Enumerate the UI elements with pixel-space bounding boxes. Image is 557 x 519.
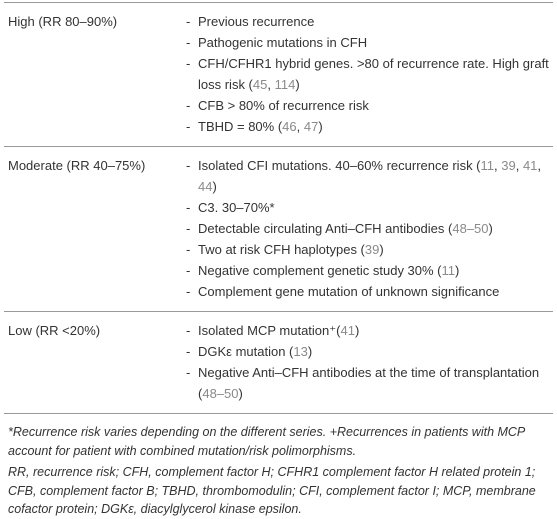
criterion: CFB > 80% of recurrence risk <box>186 95 549 116</box>
criterion-text: Pathogenic mutations in CFH <box>198 35 368 50</box>
criteria-list: Isolated MCP mutation⁺(41)DGKε mutation … <box>186 320 549 404</box>
risk-table: High (RR 80–90%) Previous recurrence Patho… <box>4 2 553 414</box>
citation: 48–50 <box>452 221 489 236</box>
citation: 11 <box>441 263 456 278</box>
criterion-text: ) <box>212 179 217 194</box>
criterion: Pathogenic mutations in CFH <box>186 32 549 53</box>
criterion-text: ) <box>455 263 460 278</box>
citation: 41 <box>522 158 538 173</box>
citation: 114 <box>274 77 296 92</box>
table-row: Moderate (RR 40–75%) Isolated CFI mutatio… <box>4 146 553 312</box>
criterion-text: C3. 30–70%* <box>198 200 275 215</box>
citation: 41 <box>340 323 355 338</box>
citation: 44 <box>198 179 213 194</box>
criterion: Detectable circulating Anti–CFH antibodi… <box>186 218 549 239</box>
criterion: Negative complement genetic study 30% (1… <box>186 260 549 281</box>
footnote: *Recurrence risk varies depending on the… <box>8 425 525 458</box>
citation: 48–50 <box>202 386 239 401</box>
criterion-text: ) <box>354 323 360 338</box>
criterion: Complement gene mutation of unknown sign… <box>186 281 549 302</box>
criterion-text: DGKε mutation ( <box>198 344 294 359</box>
citation: 39 <box>364 242 380 257</box>
criterion-text: , <box>515 158 523 173</box>
criteria-list: Previous recurrence Pathogenic mutations … <box>186 11 549 137</box>
criterion-text: Isolated CFI mutations. 40–60% recurrenc… <box>198 158 481 173</box>
criterion-text: Two at risk CFH haplotypes ( <box>198 242 365 257</box>
criterion-text: ) <box>295 77 300 92</box>
criterion-text: ) <box>379 242 384 257</box>
criterion-text: ) <box>318 119 323 134</box>
criterion-text: Negative Anti–CFH antibodies at the time… <box>198 365 540 401</box>
criterion-text: Isolated MCP mutation⁺( <box>198 323 341 338</box>
criterion: Two at risk CFH haplotypes (39) <box>186 239 549 260</box>
criteria-cell: Previous recurrence Pathogenic mutations … <box>182 2 553 147</box>
criterion: C3. 30–70%* <box>186 197 549 218</box>
risk-level: Moderate (RR 40–75%) <box>4 146 182 312</box>
citation: 13 <box>293 344 308 359</box>
risk-level: High (RR 80–90%) <box>4 2 182 147</box>
table-row: High (RR 80–90%) Previous recurrence Patho… <box>4 2 553 147</box>
criterion-text: , <box>494 158 502 173</box>
criterion-text: CFH/CFHR1 hybrid genes. >80 of recurrenc… <box>198 56 549 92</box>
risk-level: Low (RR <20%) <box>4 311 182 414</box>
criterion-text: ) <box>307 344 313 359</box>
table-row: Low (RR <20%)Isolated MCP mutation⁺(41)D… <box>4 311 553 414</box>
footnotes: *Recurrence risk varies depending on the… <box>4 423 553 519</box>
criterion: Previous recurrence <box>186 11 549 32</box>
criterion: Negative Anti–CFH antibodies at the time… <box>186 362 549 404</box>
criterion: Isolated MCP mutation⁺(41) <box>186 320 549 341</box>
criterion-text: TBHD = 80% ( <box>198 119 283 134</box>
criterion-text: , <box>296 119 304 134</box>
criterion-text: Complement gene mutation of unknown sign… <box>198 284 500 299</box>
criterion: CFH/CFHR1 hybrid genes. >80 of recurrenc… <box>186 53 549 95</box>
criterion-text: ) <box>238 386 243 401</box>
criteria-cell: Isolated MCP mutation⁺(41)DGKε mutation … <box>182 311 553 414</box>
criterion: DGKε mutation (13) <box>186 341 549 362</box>
criteria-cell: Isolated CFI mutations. 40–60% recurrenc… <box>182 146 553 312</box>
citation: 46 <box>282 119 297 134</box>
criterion: TBHD = 80% (46, 47) <box>186 116 549 137</box>
criterion-text: Negative complement genetic study 30% ( <box>198 263 442 278</box>
citation: 45 <box>252 77 268 92</box>
table-body: High (RR 80–90%) Previous recurrence Patho… <box>4 2 553 414</box>
citation: 39 <box>501 158 516 173</box>
criteria-list: Isolated CFI mutations. 40–60% recurrenc… <box>186 155 549 302</box>
criterion-text: , <box>267 77 275 92</box>
citation: 47 <box>303 119 319 134</box>
criterion-text: ) <box>488 221 493 236</box>
criterion-text: Previous recurrence <box>198 14 315 29</box>
criterion-text: , <box>537 158 542 173</box>
criterion: Isolated CFI mutations. 40–60% recurrenc… <box>186 155 549 197</box>
criterion-text: CFB > 80% of recurrence risk <box>198 98 369 113</box>
citation: 11 <box>480 158 495 173</box>
footnote: RR, recurrence risk; CFH, complement fac… <box>8 465 536 516</box>
criterion-text: Detectable circulating Anti–CFH antibodi… <box>198 221 453 236</box>
